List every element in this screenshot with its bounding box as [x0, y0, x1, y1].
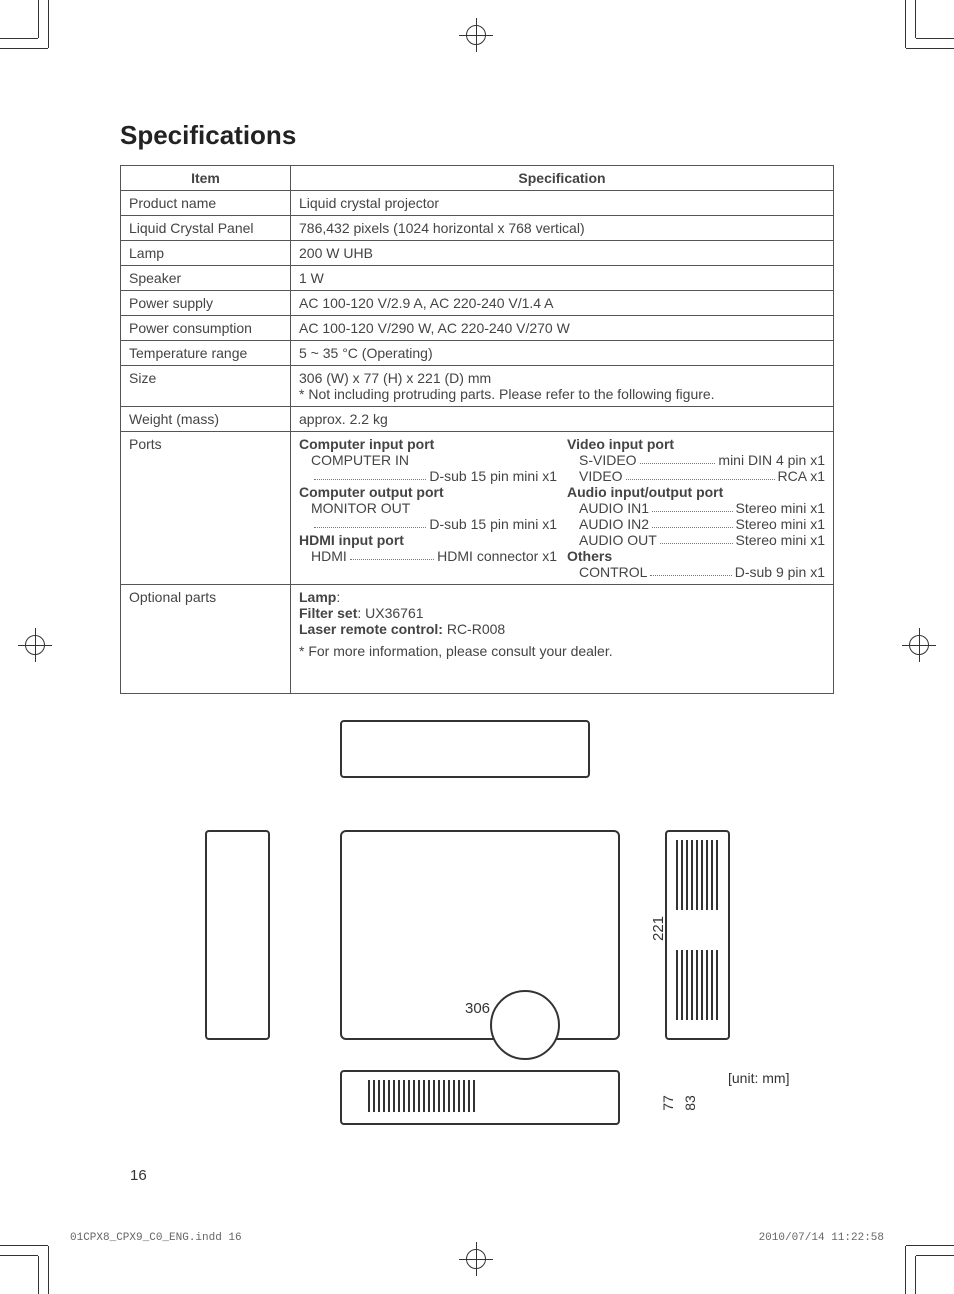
opt-lamp-label: Lamp: [299, 589, 336, 605]
table-row: Product nameLiquid crystal projector: [121, 191, 834, 216]
header-item: Item: [121, 166, 291, 191]
port-line: D-sub 15 pin mini x1: [299, 516, 557, 532]
dim-height-2: 83: [682, 1095, 698, 1111]
diagram-lens: [490, 990, 560, 1060]
row-item: Speaker: [121, 266, 291, 291]
page-content: Specifications Item Specification Produc…: [120, 120, 834, 1160]
row-spec: 306 (W) x 77 (H) x 221 (D) mm * Not incl…: [291, 366, 834, 407]
port-line: HDMIHDMI connector x1: [299, 548, 557, 564]
optional-label: Optional parts: [121, 585, 291, 694]
row-spec: AC 100-120 V/290 W, AC 220-240 V/270 W: [291, 316, 834, 341]
row-item: Product name: [121, 191, 291, 216]
header-spec: Specification: [291, 166, 834, 191]
optional-row: Optional parts Lamp: Filter set: UX36761…: [121, 585, 834, 694]
ports-label: Ports: [121, 432, 291, 585]
row-item: Liquid Crystal Panel: [121, 216, 291, 241]
table-row: Temperature range5 ~ 35 °C (Operating): [121, 341, 834, 366]
opt-remote-label: Laser remote control:: [299, 621, 443, 637]
row-spec: 200 W UHB: [291, 241, 834, 266]
diagram-area: 306 221 77 83 [unit: mm]: [120, 720, 834, 1160]
row-spec: approx. 2.2 kg: [291, 407, 834, 432]
table-row: Liquid Crystal Panel786,432 pixels (1024…: [121, 216, 834, 241]
port-heading: HDMI input port: [299, 532, 557, 548]
port-line: AUDIO IN2Stereo mini x1: [567, 516, 825, 532]
row-item: Lamp: [121, 241, 291, 266]
row-spec: 786,432 pixels (1024 horizontal x 768 ve…: [291, 216, 834, 241]
port-heading: Computer input port: [299, 436, 557, 452]
port-sub: COMPUTER IN: [299, 452, 557, 468]
footer-timestamp: 2010/07/14 11:22:58: [759, 1232, 884, 1244]
footer: 01CPX8_CPX9_C0_ENG.indd 16 2010/07/14 11…: [70, 1232, 884, 1244]
table-row: Power consumptionAC 100-120 V/290 W, AC …: [121, 316, 834, 341]
port-line: AUDIO IN1Stereo mini x1: [567, 500, 825, 516]
opt-filter-label: Filter set: [299, 605, 357, 621]
ports-left-col: Computer input portCOMPUTER IND-sub 15 p…: [299, 436, 557, 580]
footer-file: 01CPX8_CPX9_C0_ENG.indd 16: [70, 1232, 242, 1244]
row-item: Weight (mass): [121, 407, 291, 432]
diagram-vent: [676, 950, 720, 1020]
opt-note: * For more information, please consult y…: [299, 643, 825, 659]
port-line: CONTROLD-sub 9 pin x1: [567, 564, 825, 580]
table-row: Lamp200 W UHB: [121, 241, 834, 266]
table-row: Weight (mass)approx. 2.2 kg: [121, 407, 834, 432]
row-item: Power supply: [121, 291, 291, 316]
port-line: VIDEORCA x1: [567, 468, 825, 484]
row-item: Power consumption: [121, 316, 291, 341]
row-spec: 5 ~ 35 °C (Operating): [291, 341, 834, 366]
port-line: S-VIDEOmini DIN 4 pin x1: [567, 452, 825, 468]
table-row: Speaker1 W: [121, 266, 834, 291]
row-spec: 1 W: [291, 266, 834, 291]
diagram-vent: [368, 1080, 478, 1112]
spec-table: Item Specification Product nameLiquid cr…: [120, 165, 834, 694]
dim-height-1: 77: [660, 1095, 676, 1111]
row-item: Temperature range: [121, 341, 291, 366]
page-number: 16: [130, 1167, 147, 1184]
row-spec: Liquid crystal projector: [291, 191, 834, 216]
diagram-vent: [676, 840, 720, 910]
ports-row: Ports Computer input portCOMPUTER IND-su…: [121, 432, 834, 585]
dim-unit: [unit: mm]: [728, 1070, 789, 1086]
port-heading: Video input port: [567, 436, 825, 452]
page-title: Specifications: [120, 120, 834, 151]
port-heading: Others: [567, 548, 825, 564]
diagram-side-left: [205, 830, 270, 1040]
port-heading: Audio input/output port: [567, 484, 825, 500]
port-line: D-sub 15 pin mini x1: [299, 468, 557, 484]
diagram-rear-view: [340, 720, 590, 778]
table-row: Size306 (W) x 77 (H) x 221 (D) mm * Not …: [121, 366, 834, 407]
ports-right-col: Video input portS-VIDEOmini DIN 4 pin x1…: [567, 436, 825, 580]
dim-width: 306: [465, 1000, 490, 1017]
row-item: Size: [121, 366, 291, 407]
dim-depth: 221: [650, 916, 667, 941]
row-spec: AC 100-120 V/2.9 A, AC 220-240 V/1.4 A: [291, 291, 834, 316]
port-sub: MONITOR OUT: [299, 500, 557, 516]
table-row: Power supplyAC 100-120 V/2.9 A, AC 220-2…: [121, 291, 834, 316]
port-heading: Computer output port: [299, 484, 557, 500]
port-line: AUDIO OUTStereo mini x1: [567, 532, 825, 548]
